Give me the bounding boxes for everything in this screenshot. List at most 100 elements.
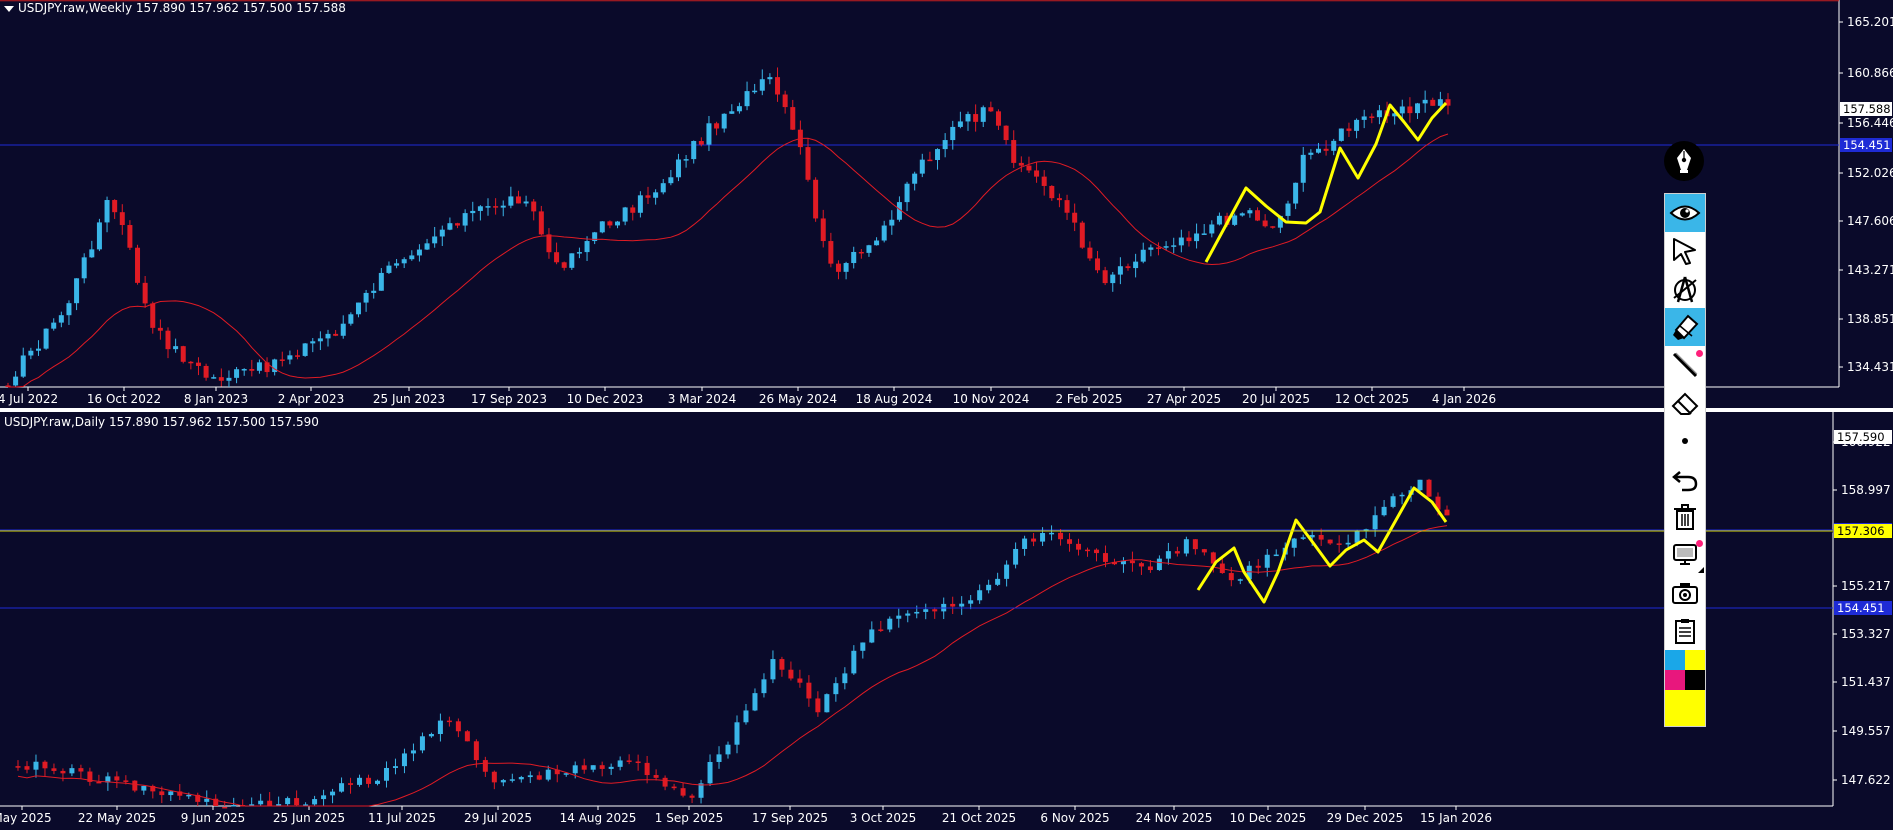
candle — [698, 141, 704, 145]
candle — [1415, 103, 1421, 114]
swatch-magenta[interactable] — [1665, 670, 1685, 690]
candle — [1186, 237, 1192, 242]
daily-chart[interactable]: 160.922158.997155.217153.327151.437149.5… — [0, 412, 1893, 830]
blue-level-line-tag — [1840, 138, 1892, 152]
candle — [1041, 176, 1047, 186]
candle — [1013, 548, 1019, 565]
monitor-icon[interactable] — [1665, 536, 1705, 574]
candle — [509, 779, 515, 781]
eraser-icon[interactable] — [1665, 384, 1705, 422]
candle — [752, 90, 758, 93]
candle — [896, 202, 902, 220]
candle — [60, 770, 66, 774]
candle — [729, 111, 735, 114]
candle — [835, 263, 841, 272]
candle — [1064, 200, 1070, 213]
date-tick-label: 2 Feb 2025 — [1055, 392, 1122, 406]
swatch-selected-yellow[interactable] — [1665, 690, 1705, 726]
candle — [294, 798, 300, 806]
candle — [1095, 258, 1101, 271]
eye-icon[interactable] — [1665, 194, 1705, 232]
camera-icon[interactable] — [1665, 574, 1705, 612]
candle — [1133, 261, 1139, 269]
candle — [569, 253, 575, 268]
date-tick-label: 17 Sep 2023 — [471, 392, 547, 406]
candle — [276, 804, 282, 806]
pen-badge-icon[interactable] — [1664, 141, 1704, 181]
candle — [851, 251, 857, 264]
candle — [410, 750, 416, 754]
candle — [1300, 537, 1306, 539]
candle — [1407, 106, 1413, 114]
candle — [788, 669, 794, 679]
candle — [173, 346, 179, 350]
candle — [689, 795, 695, 798]
candle — [74, 278, 80, 304]
date-tick-label: 12 Oct 2025 — [1335, 392, 1409, 406]
candle — [1093, 549, 1099, 554]
candle — [1138, 563, 1144, 567]
candle — [843, 263, 849, 272]
candle — [371, 290, 377, 293]
date-tick-label: 11 Jul 2025 — [368, 811, 436, 825]
candle — [1300, 154, 1306, 183]
date-tick-label: 27 Apr 2025 — [1147, 392, 1221, 406]
clipboard-icon[interactable] — [1665, 612, 1705, 650]
trash-icon[interactable] — [1665, 498, 1705, 536]
pane-separator[interactable] — [0, 408, 1893, 412]
collapse-triangle-icon[interactable] — [4, 5, 14, 12]
candle — [923, 609, 929, 612]
swatch-yellow[interactable] — [1685, 650, 1705, 670]
candle — [96, 222, 102, 250]
candle — [493, 206, 499, 208]
line-tool-icon[interactable] — [1665, 346, 1705, 384]
price-tick-label: 160.866 — [1847, 66, 1893, 80]
swatch-cyan[interactable] — [1665, 650, 1685, 670]
candle — [195, 362, 201, 366]
cursor-icon[interactable] — [1665, 232, 1705, 270]
candle — [485, 206, 491, 208]
candle — [1435, 496, 1441, 510]
candle — [1194, 233, 1200, 242]
candle — [69, 768, 75, 774]
compass-icon[interactable] — [1665, 270, 1705, 308]
marker-icon[interactable] — [1665, 308, 1705, 346]
date-tick-label: 1 Sep 2025 — [655, 811, 723, 825]
candle — [725, 744, 731, 755]
candle — [482, 760, 488, 772]
candle — [1237, 579, 1243, 581]
candle — [150, 785, 156, 792]
candle — [317, 338, 323, 342]
candle — [15, 766, 21, 768]
candle — [180, 346, 186, 362]
weekly-chart-pane[interactable]: 165.201 160.866 156.446 152.026 147.606 143.2… — [0, 0, 1893, 408]
candle — [1354, 530, 1360, 543]
dot-size-icon[interactable] — [1665, 422, 1705, 460]
yellow-level-price-label: 157.306 — [1837, 524, 1885, 538]
price-tick-label: 147.622 — [1841, 773, 1891, 787]
candle — [1049, 532, 1055, 535]
candle — [383, 767, 389, 781]
daily-chart-header: USDJPY.raw,Daily 157.890 157.962 157.500… — [4, 415, 319, 429]
candle — [599, 765, 605, 769]
candle — [531, 201, 537, 212]
candle — [761, 679, 767, 694]
candle — [165, 330, 171, 350]
candle — [759, 79, 765, 91]
date-tick-label: 3 Mar 2024 — [668, 392, 736, 406]
weekly-chart[interactable]: 165.201 160.866 156.446 152.026 147.606 143.2… — [0, 0, 1893, 408]
candle — [691, 141, 697, 160]
candle — [744, 91, 750, 107]
undo-icon[interactable] — [1665, 460, 1705, 498]
candle — [1228, 573, 1234, 581]
candle — [1178, 237, 1184, 246]
candle — [66, 303, 72, 316]
swatch-black[interactable] — [1685, 670, 1705, 690]
daily-chart-pane[interactable]: 160.922158.997155.217153.327151.437149.5… — [0, 412, 1893, 830]
candle — [374, 780, 380, 784]
candle — [339, 783, 345, 792]
candle — [1345, 542, 1351, 545]
candle — [447, 223, 453, 230]
candle — [213, 798, 219, 806]
candle — [231, 804, 237, 807]
